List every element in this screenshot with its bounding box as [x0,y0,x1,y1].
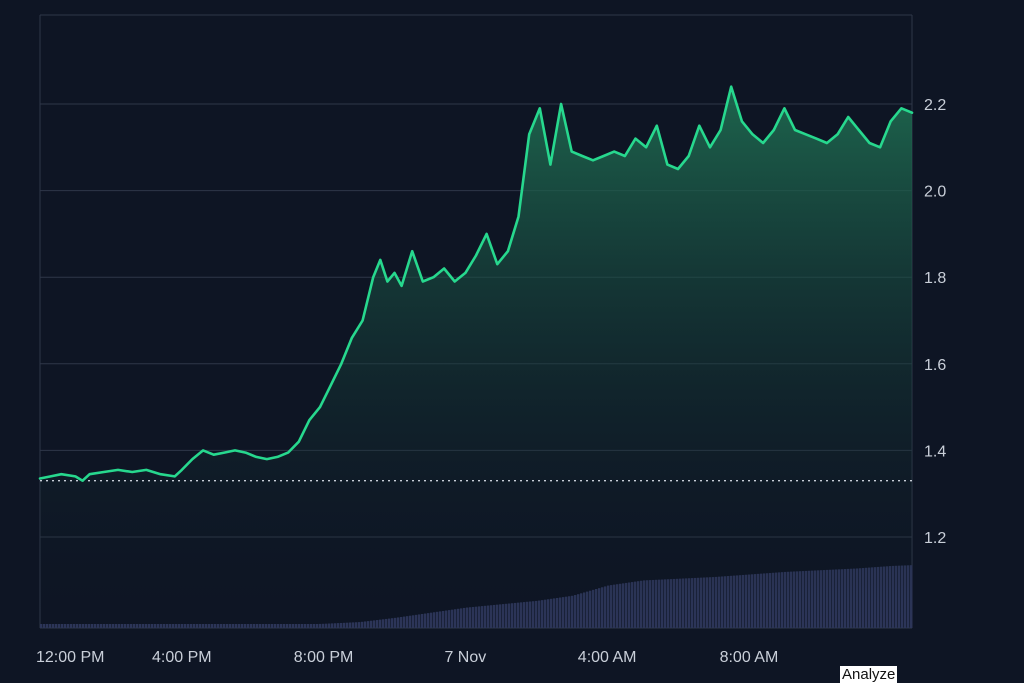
y-tick-label: 1.4 [924,443,946,460]
price-area-fill [40,86,912,628]
x-tick-label: 4:00 AM [578,649,637,666]
x-tick-label: 7 Nov [444,649,486,666]
x-tick-label: 12:00 PM [36,649,104,666]
price-area [40,86,912,628]
y-tick-label: 1.6 [924,357,946,374]
analyze-link[interactable]: Analyze [840,666,898,683]
y-tick-label: 1.2 [924,530,946,547]
x-tick-label: 4:00 PM [152,649,212,666]
x-tick-label: 8:00 PM [294,649,354,666]
x-tick-label: 8:00 AM [720,649,779,666]
price-line-path [38,85,914,482]
y-tick-label: 2.0 [924,184,946,201]
y-tick-label: 1.8 [924,270,946,287]
x-axis-labels: 12:00 PM 4:00 PM 8:00 PM 7 Nov 4:00 AM 8:00 A… [36,649,778,666]
price-line [38,85,914,482]
y-axis-labels: 1.2 1.4 1.6 1.8 2.0 2.2 [924,97,946,547]
y-tick-label: 2.2 [924,97,946,114]
